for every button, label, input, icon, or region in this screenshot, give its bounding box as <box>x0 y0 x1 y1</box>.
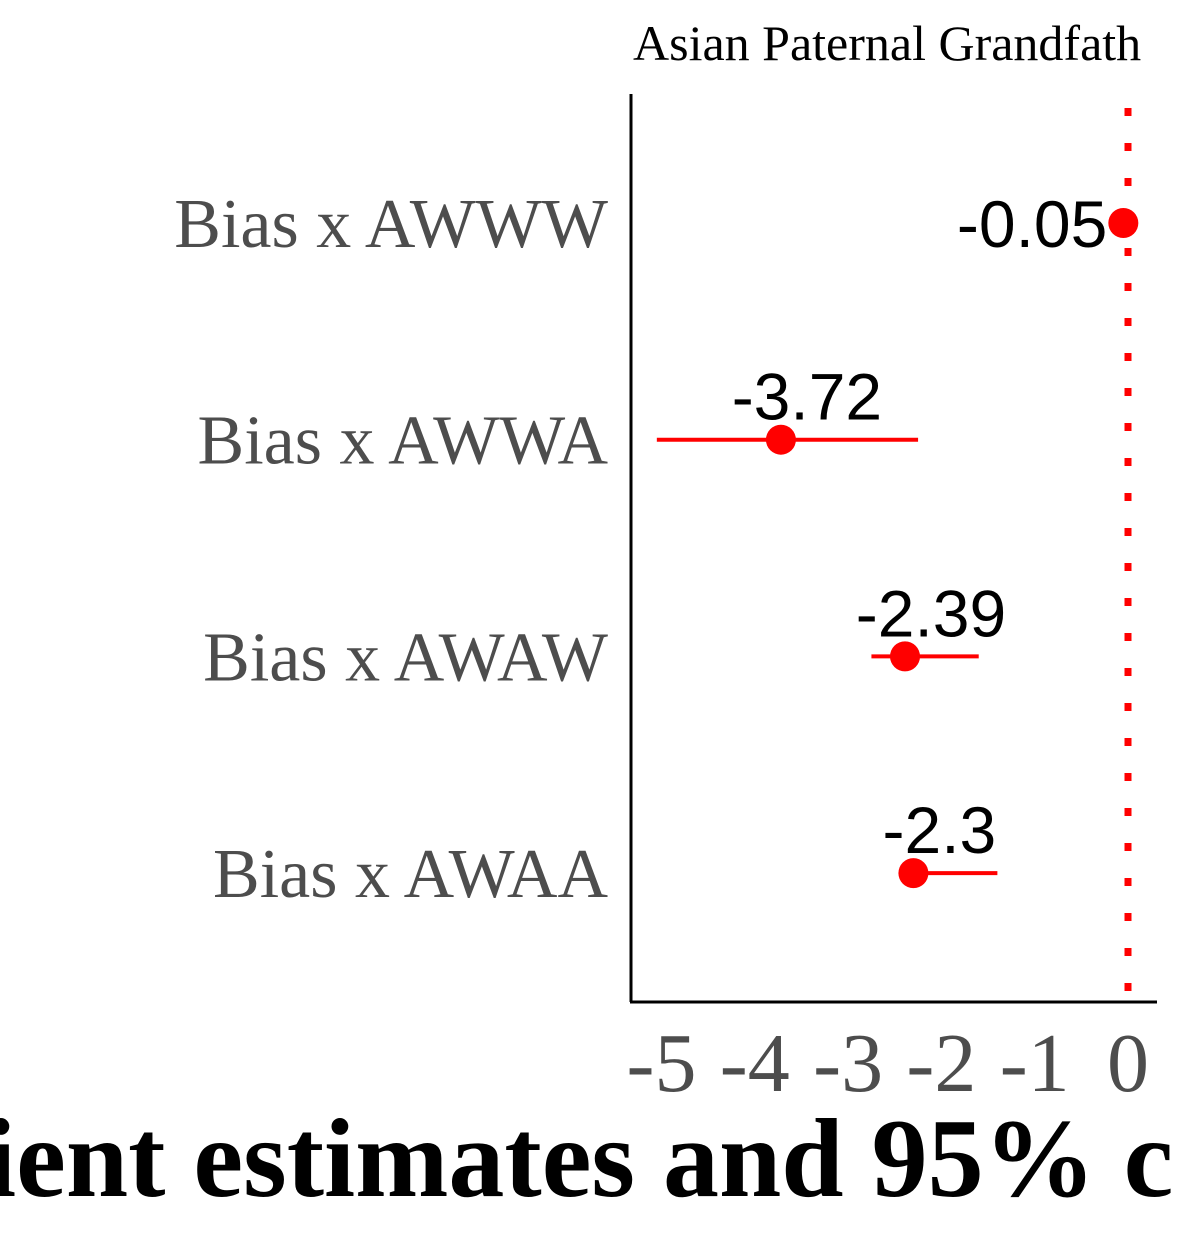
estimate-point <box>890 641 921 672</box>
estimate-label: -0.05 <box>957 187 1107 261</box>
estimate-point <box>765 424 796 455</box>
x-tick-label: 0 <box>1107 1017 1149 1110</box>
estimate-point <box>1108 208 1139 238</box>
estimate-points <box>765 208 1139 889</box>
x-axis-ticks: -5 -4 -3 -2 -1 0 <box>627 1017 1149 1110</box>
category-label: Bias x AWWA <box>198 403 609 480</box>
facet-title: Asian Paternal Grandfath <box>633 15 1141 71</box>
estimate-label: -3.72 <box>732 360 882 434</box>
estimate-label: -2.39 <box>856 576 1006 650</box>
category-label: Bias x AWAW <box>203 619 608 696</box>
category-label: Bias x AWWW <box>174 186 608 263</box>
estimate-label: -2.3 <box>883 793 997 867</box>
x-axis-title: ient estimates and 95% c <box>0 1097 1173 1221</box>
x-tick-label: -1 <box>1000 1017 1070 1110</box>
x-tick-label: -3 <box>813 1017 883 1110</box>
x-tick-label: -2 <box>906 1017 976 1110</box>
category-labels: Bias x AWWW Bias x AWWA Bias x AWAW Bias x … <box>174 186 608 913</box>
estimate-point <box>898 858 929 889</box>
estimate-labels: -0.05 -3.72 -2.39 -2.3 <box>732 187 1108 867</box>
x-tick-label: -5 <box>627 1017 697 1110</box>
category-label: Bias x AWAA <box>213 836 608 913</box>
x-tick-label: -4 <box>720 1017 790 1110</box>
